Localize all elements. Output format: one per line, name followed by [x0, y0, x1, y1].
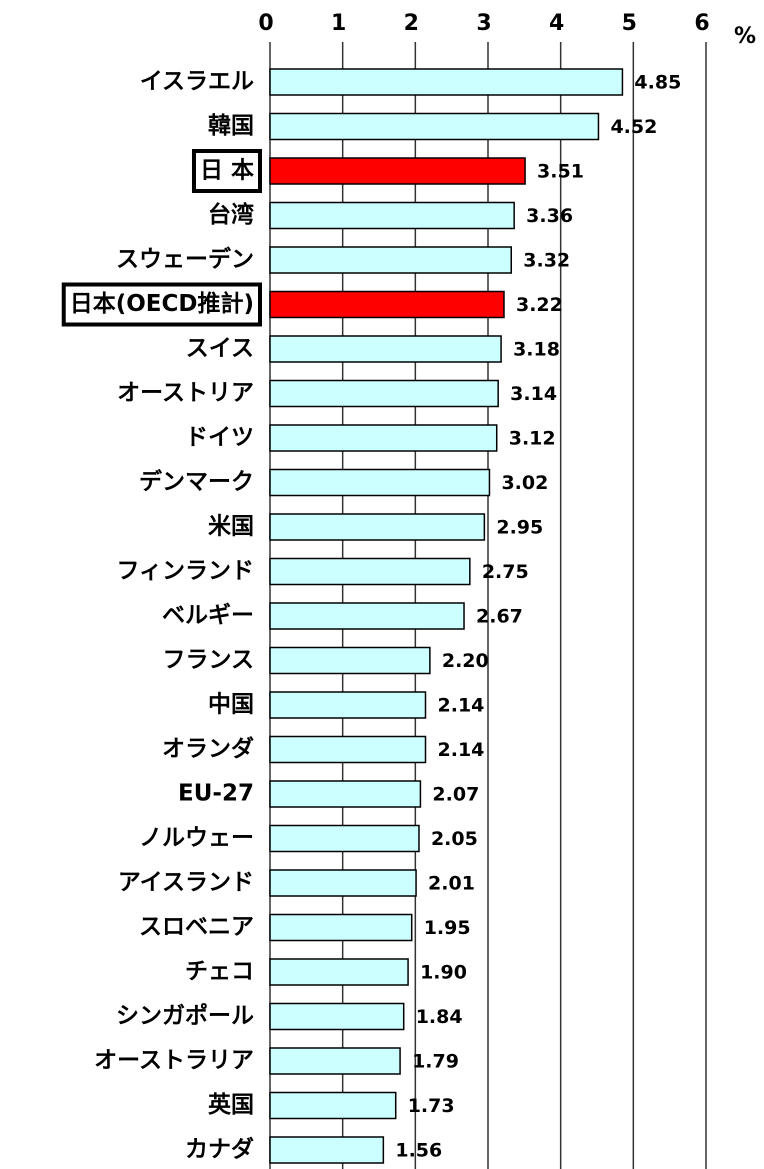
bar: [269, 602, 465, 630]
bar: [269, 1047, 401, 1075]
category-label: フランス: [162, 647, 254, 673]
category-label: オーストリア: [117, 380, 254, 406]
value-label: 1.84: [416, 1006, 463, 1028]
value-label: 3.14: [510, 383, 557, 405]
category-label: 韓国: [208, 112, 254, 139]
bar: [269, 1136, 385, 1164]
bar: [269, 1091, 397, 1120]
value-label: 3.51: [537, 161, 584, 183]
bar: [269, 379, 499, 408]
value-label: 2.75: [482, 561, 529, 583]
x-tick-label: 3: [476, 11, 491, 36]
value-label: 3.12: [509, 428, 556, 450]
bar: [269, 68, 624, 96]
value-label: 2.07: [432, 784, 479, 806]
x-tick-label: 2: [404, 11, 419, 36]
category-label: チェコ: [185, 959, 254, 985]
category-label: フィンランド: [116, 558, 254, 584]
category-label: イスラエル: [140, 69, 254, 95]
bar: [269, 691, 427, 719]
x-tick-label: 5: [622, 11, 637, 36]
category-label: スウェーデン: [116, 246, 254, 273]
category-label: 日本(OECD推計): [70, 290, 254, 317]
category-label: スロベニア: [139, 914, 254, 940]
bar: [269, 646, 431, 675]
category-label: デンマーク: [139, 468, 254, 495]
value-label: 2.14: [438, 739, 485, 761]
bar: [269, 468, 491, 497]
category-label: ドイツ: [185, 425, 254, 451]
value-label: 3.22: [516, 294, 563, 316]
bar: [269, 112, 600, 141]
value-label: 1.95: [424, 917, 471, 939]
value-label: 2.05: [431, 828, 478, 850]
label-box: [191, 149, 262, 193]
value-label: 3.02: [501, 472, 548, 494]
category-label: 英国: [208, 1091, 254, 1118]
value-label: 2.01: [428, 873, 475, 895]
value-label: 1.79: [412, 1051, 459, 1073]
value-label: 4.52: [610, 116, 657, 138]
bar: [269, 557, 471, 586]
x-tick-label: 6: [694, 11, 709, 36]
bar: [269, 780, 422, 808]
category-label: 米国: [208, 514, 254, 540]
x-tick-label: 1: [331, 11, 346, 36]
unit-label: %: [734, 24, 756, 49]
value-label: 2.95: [496, 517, 543, 539]
value-label: 3.32: [523, 250, 570, 272]
category-label: オーストラリア: [94, 1048, 254, 1074]
value-label: 1.73: [408, 1095, 455, 1117]
value-label: 1.56: [395, 1140, 442, 1162]
bar: [269, 824, 420, 853]
category-label: ベルギー: [162, 603, 254, 629]
value-label: 4.85: [634, 72, 681, 94]
category-label: EU-27: [178, 781, 254, 807]
category-label: 中国: [208, 692, 254, 718]
category-label: 台湾: [208, 201, 254, 228]
category-label: アイスランド: [118, 870, 254, 896]
bar: [269, 424, 498, 452]
value-label: 1.90: [420, 962, 467, 984]
bar: [269, 1002, 405, 1031]
label-box: [61, 282, 262, 327]
x-tick-label: 0: [258, 11, 273, 36]
value-label: 2.67: [476, 606, 523, 628]
bar: [269, 513, 486, 541]
category-label: カナダ: [185, 1136, 254, 1163]
bar: [269, 735, 427, 764]
bar: [269, 157, 526, 185]
category-label: スイス: [186, 336, 254, 362]
bar: [269, 913, 413, 942]
bar: [269, 869, 417, 897]
category-label: シンガポール: [116, 1002, 254, 1029]
category-label: ノルウェー: [139, 825, 254, 851]
value-label: 2.20: [442, 650, 489, 672]
bar: [269, 335, 502, 363]
bar: [269, 958, 409, 986]
bar: [269, 201, 515, 230]
x-tick-label: 4: [549, 11, 564, 36]
bar: [269, 290, 505, 319]
category-label: 日 本: [200, 158, 254, 184]
value-label: 3.36: [526, 205, 573, 227]
value-label: 3.18: [513, 339, 560, 361]
value-label: 2.14: [438, 695, 485, 717]
bar: [269, 246, 513, 274]
category-label: オランダ: [162, 735, 254, 762]
